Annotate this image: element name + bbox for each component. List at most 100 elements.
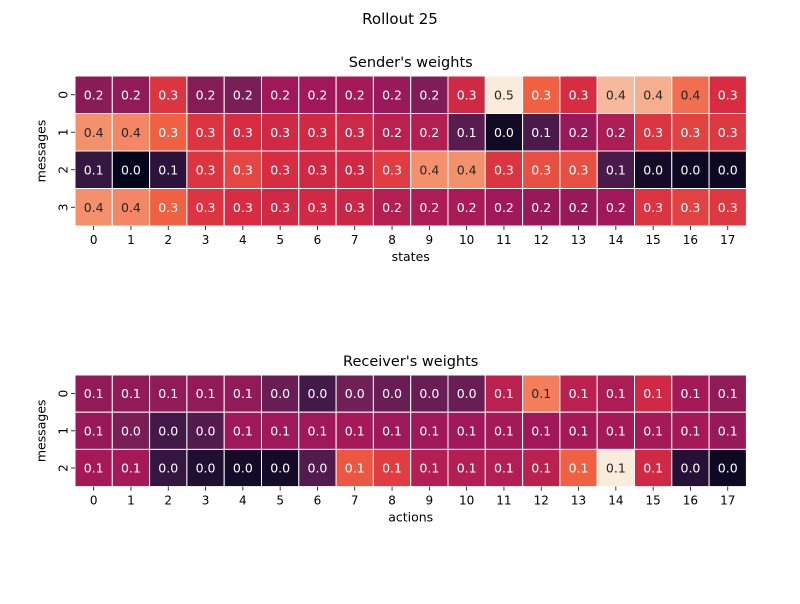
heatmap-cell — [708, 188, 747, 227]
cell-value-label: 0.4 — [84, 200, 104, 215]
cell-value-label: 0.1 — [681, 423, 701, 438]
x-tick-label: 17 — [720, 494, 735, 508]
cell-value-label: 0.4 — [457, 162, 477, 177]
x-tick-label: 1 — [127, 233, 135, 247]
cell-value-label: 0.4 — [121, 125, 141, 140]
cell-value-label: 0.1 — [158, 386, 178, 401]
cell-value-label: 0.1 — [457, 423, 477, 438]
cell-value-label: 0.3 — [643, 125, 663, 140]
y-tick-label: 1 — [56, 128, 70, 136]
cell-value-label: 0.1 — [494, 386, 514, 401]
heatmap-cell — [671, 150, 710, 189]
x-tick-label: 11 — [496, 233, 511, 247]
cell-value-label: 0.1 — [121, 386, 141, 401]
x-tick-label: 1 — [127, 494, 135, 508]
heatmap-cell — [261, 75, 300, 114]
heatmap-cell — [372, 150, 412, 189]
cell-value-label: 0.1 — [606, 461, 626, 476]
y-tick-label: 0 — [56, 91, 70, 99]
cell-value-label: 0.2 — [606, 200, 626, 215]
x-tick-label: 0 — [90, 494, 98, 508]
heatmap-cell — [634, 75, 673, 114]
heatmap-cell — [634, 374, 673, 413]
cell-value-label: 0.3 — [270, 125, 290, 140]
cell-value-label: 0.3 — [681, 200, 701, 215]
y-axis-label: messages — [34, 120, 49, 183]
cell-value-label: 0.2 — [270, 87, 290, 102]
heatmap-cell — [484, 150, 524, 189]
cell-value-label: 0.3 — [718, 125, 738, 140]
sender-heatmap: Sender's weights 0.2 0.2 0.3 0.2 0.2 0.2 0.2 0.2… — [34, 55, 747, 264]
heatmap-cell — [335, 75, 374, 114]
cell-value-label: 0.1 — [569, 386, 589, 401]
heatmap-cell — [372, 374, 412, 413]
cell-value-label: 0.3 — [308, 162, 328, 177]
cell-value-label: 0.2 — [569, 125, 589, 140]
heatmap-cell — [522, 411, 561, 450]
cell-value-label: 0.0 — [345, 386, 365, 401]
cell-value-label: 0.1 — [158, 162, 178, 177]
x-tick-label: 8 — [388, 494, 396, 508]
cell-value-label: 0.3 — [718, 200, 738, 215]
heatmap-cell — [186, 411, 225, 450]
cell-value-label: 0.3 — [308, 200, 328, 215]
heatmap-cell — [111, 448, 151, 488]
cell-value-label: 0.2 — [494, 200, 514, 215]
heatmap-cell — [149, 448, 188, 488]
x-tick-label: 7 — [351, 494, 359, 508]
cell-value-label: 0.0 — [270, 386, 290, 401]
cell-value-label: 0.2 — [84, 87, 104, 102]
cell-value-label: 0.3 — [196, 162, 216, 177]
cell-value-label: 0.0 — [121, 162, 141, 177]
heatmap-cell — [484, 411, 524, 450]
cell-value-label: 0.3 — [270, 162, 290, 177]
cell-value-label: 0.1 — [233, 423, 253, 438]
x-tick-label: 14 — [608, 233, 623, 247]
heatmap-cell — [522, 113, 561, 152]
figure-title: Rollout 25 — [362, 10, 438, 28]
x-axis-label: states — [392, 249, 430, 264]
cell-value-label: 0.0 — [494, 125, 514, 140]
cell-value-label: 0.0 — [643, 162, 663, 177]
cell-value-label: 0.3 — [494, 162, 514, 177]
heatmap-cell — [559, 448, 598, 488]
x-tick-label: 4 — [239, 233, 247, 247]
cell-value-label: 0.1 — [382, 423, 402, 438]
y-tick-label: 2 — [56, 464, 70, 472]
cell-value-label: 0.2 — [382, 87, 402, 102]
cell-value-label: 0.3 — [345, 125, 365, 140]
x-tick-label: 0 — [90, 233, 98, 247]
cell-value-label: 0.1 — [531, 125, 551, 140]
cell-value-label: 0.2 — [419, 200, 439, 215]
x-tick-label: 9 — [426, 494, 434, 508]
heatmap-cell — [223, 448, 262, 488]
heatmap-cell — [708, 75, 747, 114]
cell-value-label: 0.5 — [494, 87, 514, 102]
heatmap-cell — [335, 448, 374, 488]
cell-value-label: 0.1 — [718, 386, 738, 401]
x-tick-label: 10 — [459, 494, 474, 508]
cell-value-label: 0.1 — [531, 386, 551, 401]
x-tick-label: 5 — [276, 233, 284, 247]
x-tick-label: 16 — [683, 494, 698, 508]
heatmap-cell — [671, 448, 710, 488]
y-tick-label: 1 — [56, 427, 70, 435]
x-tick-label: 10 — [459, 233, 474, 247]
heatmap-cell — [708, 448, 747, 488]
cell-value-label: 0.1 — [718, 423, 738, 438]
heatmap-cell — [111, 113, 151, 152]
heatmap-cell — [596, 188, 636, 227]
cell-value-label: 0.4 — [419, 162, 439, 177]
heatmap-cell — [708, 113, 747, 152]
cell-value-label: 0.3 — [233, 200, 253, 215]
cell-value-label: 0.2 — [121, 87, 141, 102]
cell-value-label: 0.0 — [196, 461, 216, 476]
heatmap-cell — [596, 448, 636, 488]
cell-value-label: 0.2 — [196, 87, 216, 102]
heatmap-cell — [410, 411, 449, 450]
x-tick-label: 8 — [388, 233, 396, 247]
heatmap-cell — [708, 374, 747, 413]
receiver-heatmap: Receiver's weights 0.1 0.1 0.1 0.1 0.1 0.0 0.0 0… — [34, 354, 747, 525]
cell-value-label: 0.3 — [457, 87, 477, 102]
